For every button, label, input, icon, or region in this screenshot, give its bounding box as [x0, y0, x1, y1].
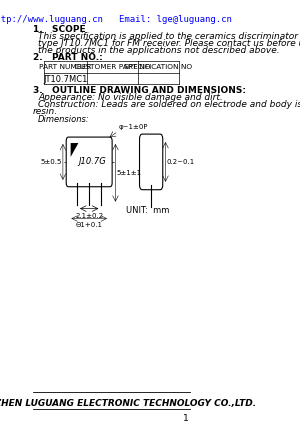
Text: Θ1+0.1: Θ1+0.1: [76, 221, 103, 227]
Text: PART NUMBER: PART NUMBER: [39, 64, 92, 70]
Text: φ~1±0P: φ~1±0P: [119, 124, 148, 130]
Text: SHENZHEN LUGUANG ELECTRONIC TECHNOLOGY CO.,LTD.: SHENZHEN LUGUANG ELECTRONIC TECHNOLOGY C…: [0, 400, 256, 408]
FancyBboxPatch shape: [140, 134, 163, 190]
Text: JT10.7MC1: JT10.7MC1: [43, 76, 88, 85]
Text: type JT10.7MC1 for FM receiver. Please contact us before using any of: type JT10.7MC1 for FM receiver. Please c…: [38, 39, 300, 48]
Text: J10.7G: J10.7G: [78, 157, 106, 167]
Text: http://www.luguang.cn   Email: lge@luguang.cn: http://www.luguang.cn Email: lge@luguang…: [0, 15, 232, 24]
Text: 5±1±1: 5±1±1: [117, 170, 142, 176]
Text: This specification is applied to the ceramics discriminator used with the: This specification is applied to the cer…: [38, 32, 300, 41]
FancyBboxPatch shape: [66, 137, 112, 187]
Text: 2.1±0.2: 2.1±0.2: [75, 212, 103, 218]
Text: resin.: resin.: [33, 107, 58, 116]
Text: Construction: Leads are soldered on electrode and body is molded by: Construction: Leads are soldered on elec…: [38, 100, 300, 109]
Text: 1.   SCOPE: 1. SCOPE: [33, 25, 86, 34]
Text: 2.   PART NO.:: 2. PART NO.:: [33, 53, 103, 62]
Text: 1: 1: [183, 414, 189, 423]
Text: CUSTOMER PART NO: CUSTOMER PART NO: [75, 64, 150, 70]
Text: SPECIFICATION NO: SPECIFICATION NO: [124, 64, 192, 70]
Text: Dimensions:: Dimensions:: [38, 115, 90, 124]
Text: 3.   OUTLINE DRAWING AND DIMENSIONS:: 3. OUTLINE DRAWING AND DIMENSIONS:: [33, 86, 246, 96]
Text: the products in the applications not described above.: the products in the applications not des…: [38, 46, 280, 55]
Text: Appearance: No visible damage and dirt.: Appearance: No visible damage and dirt.: [38, 94, 223, 102]
Text: 0.2~0.1: 0.2~0.1: [167, 159, 195, 165]
Text: UNIT:  mm: UNIT: mm: [126, 206, 170, 215]
Text: 5±0.5: 5±0.5: [40, 159, 62, 165]
Polygon shape: [70, 143, 78, 157]
